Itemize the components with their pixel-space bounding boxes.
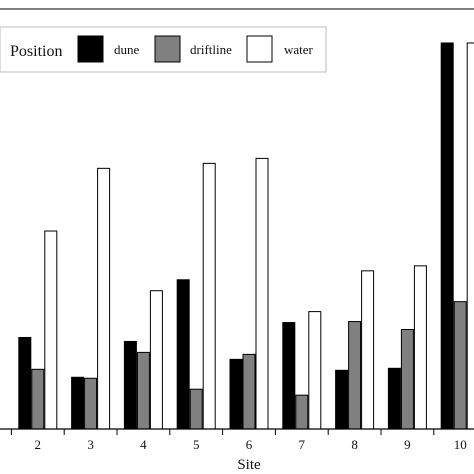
- x-axis-title: Site: [237, 457, 261, 473]
- x-tick-label-8: 8: [351, 437, 358, 452]
- x-ticks: 2 3 4 5 6 7 8 9 10: [10, 429, 467, 452]
- bar-driftline-site-5: [189, 388, 203, 430]
- bar-dune-site-3: [71, 376, 85, 430]
- legend-label-driftline: driftline: [190, 42, 232, 57]
- x-tick-label-4: 4: [140, 437, 147, 452]
- bar-water-site-6: [255, 157, 269, 430]
- bar-dune-site-10: [440, 42, 454, 430]
- bar-driftline-site-8: [348, 321, 362, 430]
- bar-dune-site-6: [229, 358, 243, 430]
- legend-label-water: water: [284, 42, 314, 57]
- bar-driftline-site-9: [400, 329, 414, 430]
- legend-swatch-water: [246, 35, 273, 63]
- bar-driftline-site-6: [242, 353, 256, 430]
- bar-driftline-site-4: [136, 351, 150, 430]
- x-tick-label-2: 2: [35, 437, 42, 452]
- bar-dune-site-9: [387, 367, 401, 430]
- bar-water-site-4: [149, 290, 163, 430]
- legend: Position dune driftline water: [0, 26, 327, 73]
- bar-dune-site-2: [18, 336, 32, 430]
- x-tick-label-10: 10: [454, 437, 467, 452]
- bar-dune-site-4: [123, 340, 137, 430]
- bar-dune-site-8: [335, 369, 349, 430]
- bar-water-site-9: [413, 265, 427, 430]
- bar-driftline-site-10: [453, 301, 467, 430]
- bar-water-site-10: [466, 42, 474, 430]
- x-tick-label-9: 9: [404, 437, 411, 452]
- bar-water-site-2: [44, 230, 58, 430]
- x-tick-label-7: 7: [299, 437, 306, 452]
- legend-label-dune: dune: [114, 42, 140, 57]
- bar-water-site-7: [308, 311, 322, 430]
- x-tick-label-3: 3: [87, 437, 94, 452]
- bar-water-site-5: [202, 162, 216, 430]
- legend-swatch-driftline: [154, 35, 181, 63]
- bar-water-site-8: [361, 270, 375, 430]
- legend-swatch-dune: [77, 35, 104, 63]
- bar-driftline-site-2: [31, 368, 45, 430]
- bar-water-site-3: [97, 167, 111, 430]
- bar-dune-site-5: [176, 279, 190, 430]
- bar-driftline-site-3: [84, 377, 98, 430]
- legend-title: Position: [10, 43, 62, 60]
- bars-layer: [18, 42, 474, 430]
- x-tick-label-6: 6: [246, 437, 253, 452]
- bar-dune-site-7: [282, 322, 296, 430]
- bar-driftline-site-7: [295, 394, 309, 430]
- x-tick-label-5: 5: [193, 437, 200, 452]
